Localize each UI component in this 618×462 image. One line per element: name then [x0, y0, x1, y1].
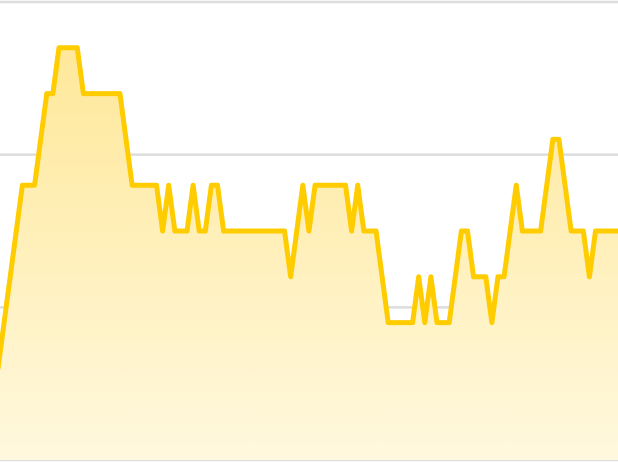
- series-line: [0, 45, 618, 370]
- area-fill: [0, 47, 618, 460]
